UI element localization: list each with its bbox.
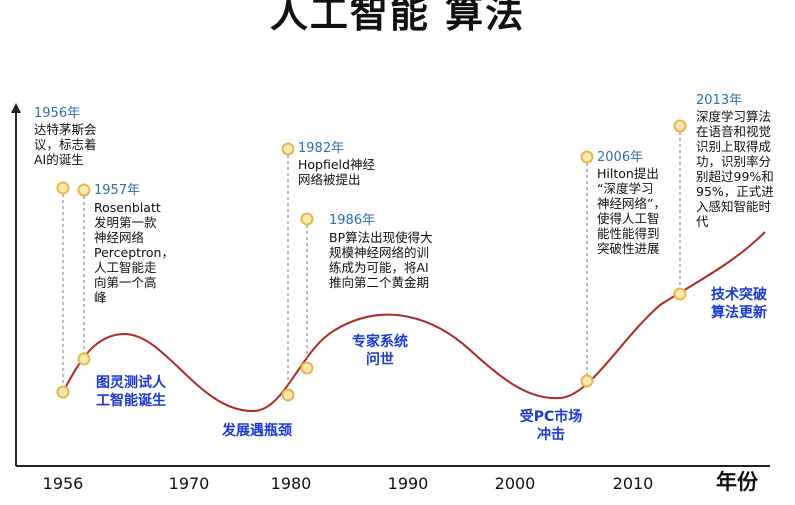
- phase-label-pc-market: 受PC市场 冲击: [519, 409, 583, 443]
- curve-marker-1956: [56, 385, 70, 399]
- event-marker-1957: [77, 183, 91, 197]
- phase-label-breakthrough: 技术突破 算法更新: [711, 287, 767, 321]
- event-text-1982: Hopfield神经 网络被提出: [298, 157, 375, 187]
- x-tick-label: 1970: [168, 474, 210, 493]
- event-marker-1956: [56, 181, 70, 195]
- event-year-2013: 2013年: [696, 93, 743, 108]
- event-year-2006: 2006年: [597, 150, 644, 165]
- event-text-2013: 深度学习算法 在语音和视觉 识别上取得成 功，识别率分 别超过99%和 95%，…: [696, 109, 774, 229]
- curve-marker-1957: [77, 352, 91, 366]
- event-year-1957: 1957年: [94, 183, 141, 198]
- phase-label-bottleneck: 发展遇瓶颈: [222, 423, 292, 439]
- x-tick-label: 1956: [42, 474, 84, 493]
- event-markers: [56, 119, 687, 226]
- event-marker-2013: [673, 119, 687, 133]
- x-tick-label: 2010: [612, 474, 654, 493]
- event-marker-1986: [300, 212, 314, 226]
- event-year-1982: 1982年: [298, 141, 345, 156]
- phase-label-turing: 图灵测试人 工智能诞生: [96, 375, 166, 409]
- curve-markers: [56, 287, 687, 402]
- x-tick-label: 1980: [270, 474, 312, 493]
- curve-marker-2006: [580, 374, 594, 388]
- event-marker-1982: [281, 142, 295, 156]
- curve-marker-2013: [673, 287, 687, 301]
- event-year-1956: 1956年: [34, 106, 81, 121]
- event-text-1986: BP算法出现使得大 规模神经网络的训 练成为可能，将AI 推向第二个黄金期: [329, 230, 433, 290]
- event-marker-2006: [580, 150, 594, 164]
- x-tick-label: 1990: [387, 474, 429, 493]
- phase-label-expert-systems: 专家系统 问世: [352, 334, 408, 368]
- event-year-1986: 1986年: [329, 213, 376, 228]
- x-tick-label: 2000: [494, 474, 536, 493]
- event-text-2006: Hilton提出 “深度学习 神经网络”， 使得人工智 能性能得到 突破性进展: [597, 166, 666, 256]
- curve-marker-1982: [281, 388, 295, 402]
- x-axis-unit-label: 年份: [716, 470, 758, 494]
- curve-marker-1986: [300, 361, 314, 375]
- event-text-1957: Rosenblatt 发明第一款 神经网络 Perceptron， 人工智能走 …: [94, 200, 174, 305]
- event-text-1956: 达特茅斯会 议，标志着 AI的诞生: [34, 122, 97, 167]
- development-curve: [62, 231, 766, 413]
- page-title: 人工智能 算法: [269, 0, 526, 36]
